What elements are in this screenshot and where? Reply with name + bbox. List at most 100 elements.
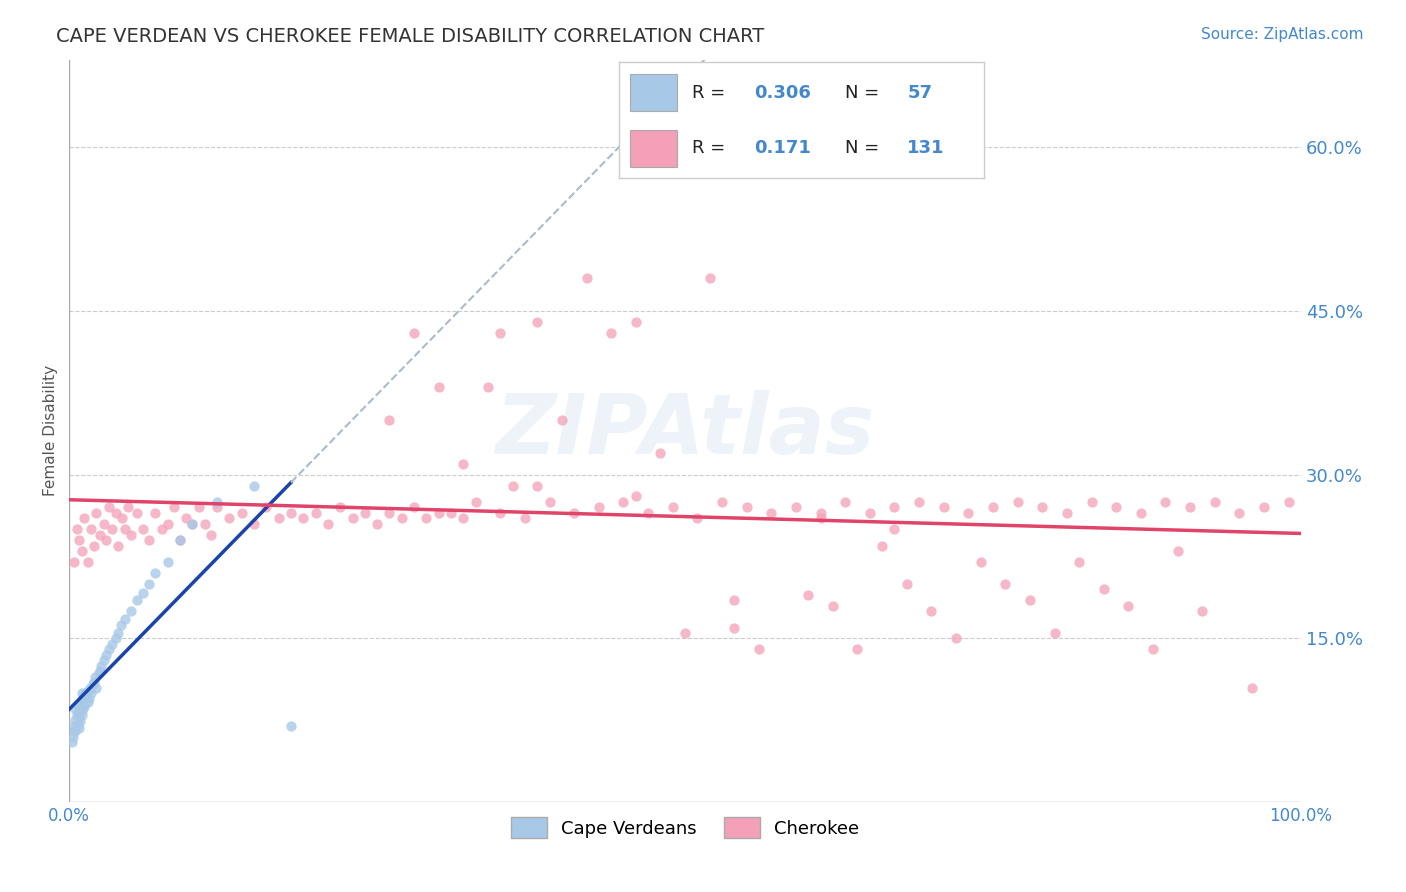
Point — [686, 511, 709, 525]
Point — [132, 522, 155, 536]
Point — [181, 516, 204, 531]
Point — [76, 555, 98, 569]
Point — [1118, 599, 1140, 613]
Point — [404, 500, 426, 515]
Point — [1129, 506, 1152, 520]
Point — [526, 315, 548, 329]
Point — [125, 593, 148, 607]
Point — [342, 511, 364, 525]
Point — [65, 719, 87, 733]
Point — [73, 688, 96, 702]
Point — [699, 271, 721, 285]
Point — [76, 695, 98, 709]
Point — [353, 506, 375, 520]
Point — [624, 315, 647, 329]
Point — [231, 506, 253, 520]
Point — [440, 506, 463, 520]
Point — [132, 585, 155, 599]
Point — [1007, 495, 1029, 509]
Legend: Cape Verdeans, Cherokee: Cape Verdeans, Cherokee — [503, 810, 866, 846]
Point — [93, 516, 115, 531]
Point — [994, 577, 1017, 591]
Point — [1056, 506, 1078, 520]
Point — [378, 413, 401, 427]
Point — [105, 632, 128, 646]
Point — [62, 730, 84, 744]
Point — [415, 511, 437, 525]
Text: 0.306: 0.306 — [754, 84, 811, 102]
Point — [243, 516, 266, 531]
Point — [200, 527, 222, 541]
Point — [883, 500, 905, 515]
Point — [723, 621, 745, 635]
Text: R =: R = — [692, 139, 737, 157]
Point — [70, 707, 93, 722]
Point — [932, 500, 955, 515]
Point — [83, 675, 105, 690]
Point — [316, 516, 339, 531]
Point — [65, 702, 87, 716]
Y-axis label: Female Disability: Female Disability — [44, 366, 58, 497]
Point — [84, 670, 107, 684]
Point — [280, 506, 302, 520]
Point — [69, 704, 91, 718]
Point — [945, 632, 967, 646]
Point — [69, 714, 91, 729]
Point — [920, 604, 942, 618]
Point — [105, 506, 128, 520]
Point — [82, 677, 104, 691]
Point — [797, 588, 820, 602]
Point — [453, 511, 475, 525]
Point — [1227, 506, 1250, 520]
Point — [810, 511, 832, 525]
Point — [612, 495, 634, 509]
Point — [187, 500, 209, 515]
Point — [86, 681, 108, 695]
Text: 57: 57 — [907, 84, 932, 102]
Point — [70, 686, 93, 700]
Point — [489, 326, 512, 340]
Point — [735, 500, 758, 515]
Point — [1031, 500, 1053, 515]
Point — [114, 522, 136, 536]
Point — [89, 527, 111, 541]
Point — [427, 380, 450, 394]
Point — [87, 666, 110, 681]
Point — [477, 380, 499, 394]
Point — [145, 566, 167, 580]
Point — [67, 710, 90, 724]
Point — [93, 653, 115, 667]
Point — [969, 555, 991, 569]
Point — [169, 533, 191, 548]
Point — [267, 511, 290, 525]
Point — [588, 500, 610, 515]
Point — [551, 413, 574, 427]
Point — [63, 719, 86, 733]
Point — [1142, 642, 1164, 657]
Point — [761, 506, 783, 520]
Point — [661, 500, 683, 515]
Point — [80, 686, 103, 700]
Text: N =: N = — [845, 139, 886, 157]
Point — [513, 511, 536, 525]
Point — [673, 626, 696, 640]
Point — [1240, 681, 1263, 695]
Point — [120, 604, 142, 618]
Point — [292, 511, 315, 525]
Point — [1092, 582, 1115, 597]
Point — [76, 691, 98, 706]
Point — [723, 593, 745, 607]
Point — [111, 511, 134, 525]
Point — [83, 539, 105, 553]
Point — [834, 495, 856, 509]
Point — [150, 522, 173, 536]
Text: 131: 131 — [907, 139, 945, 157]
Point — [218, 511, 240, 525]
Point — [1105, 500, 1128, 515]
Point — [366, 516, 388, 531]
Point — [63, 724, 86, 739]
Point — [1204, 495, 1226, 509]
Point — [883, 522, 905, 536]
Point — [1167, 544, 1189, 558]
Point — [96, 648, 118, 662]
